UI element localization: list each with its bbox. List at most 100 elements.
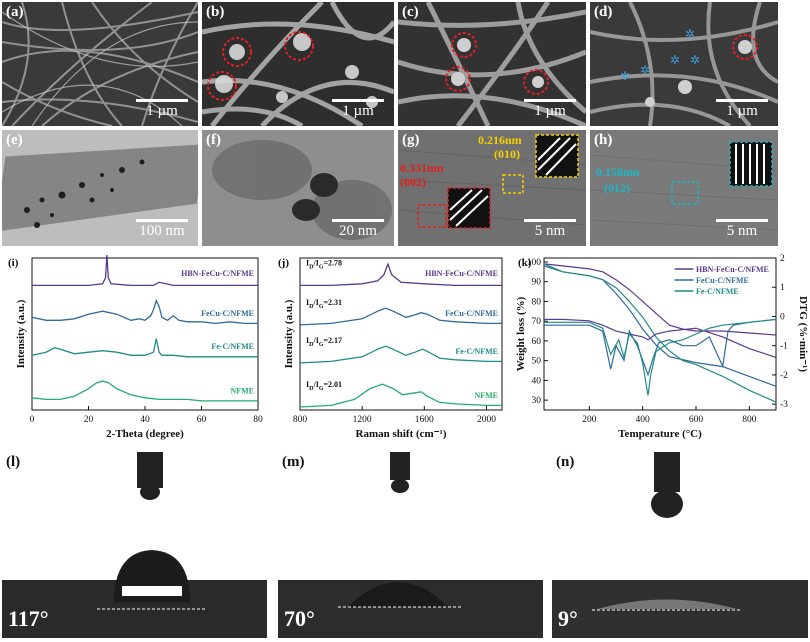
y2-tick-label: 0 (780, 312, 785, 322)
sem-image-a (2, 2, 198, 126)
lattice-annotation-1b: (002) (400, 175, 426, 189)
id-ig-ratio: ID/IG=2.01 (306, 380, 342, 392)
series-line (543, 263, 777, 403)
series-line (31, 338, 258, 358)
scale-bar: 20 nm (332, 219, 384, 240)
y-tick-label: 80 (532, 297, 542, 307)
tem-panel-f: (f) 20 nm (202, 130, 394, 246)
panel-label: (m) (282, 454, 305, 470)
series-label: HBN-FeCu-C/NFME (181, 269, 254, 278)
series-line (32, 254, 258, 287)
lattice-annotation-2a: 0.216nm (478, 133, 522, 147)
xrd-chart: (i) 0 20 40 60 80 HBN-FeCu-C/NFME FeCu-C/NFME Fe… (8, 254, 263, 440)
series-line (300, 262, 502, 287)
sem-image-c (398, 2, 586, 126)
y2-axis-title: DTG (%·min⁻¹) (797, 296, 808, 372)
id-ig-ratio: ID/IG=2.31 (306, 298, 342, 310)
plot-frame (543, 257, 777, 411)
x-axis-title: Raman shift (cm⁻¹) (356, 428, 447, 440)
contact-image-m (278, 452, 543, 638)
tem-panel-g: 0.331nm (002) 0.216nm (010) (g) 5 nm (398, 130, 586, 246)
sem-panel-d: ✲ ✲ ✲ ✲ ✲ (d) 1 µm (590, 2, 778, 126)
x-tick-label: 0 (30, 415, 35, 425)
sem-image-d: ✲ ✲ ✲ ✲ ✲ (590, 2, 778, 126)
x-axis-title: Temperature (°C) (618, 428, 702, 440)
y-tick-label: 30 (532, 396, 542, 406)
sem-panel-a: (a) 1 µm (2, 2, 198, 126)
series-label: FeCu-C/NFME (445, 309, 498, 318)
contact-angle-value: 9° (558, 606, 578, 631)
legend-label: HBN-FeCu-C/NFME (696, 265, 769, 274)
id-ig-ratio: ID/IG=2.78 (306, 259, 342, 271)
scale-bar: 100 nm (136, 219, 188, 240)
x-tick-label: 40 (140, 415, 150, 425)
contact-image-l (2, 452, 267, 638)
y-tick-label: 70 (532, 317, 542, 327)
scale-bar-text: 5 nm (534, 223, 566, 239)
series-label: Fe-C/NFME (455, 347, 498, 356)
svg-text:✲: ✲ (640, 63, 650, 77)
x-tick-label: 1200 (353, 415, 372, 425)
raman-chart: (j) 800 1200 1600 2000 HBN-FeCu-C/NFME FeCu-C/… (278, 257, 503, 440)
marker-stars: ✲ ✲ ✲ ✲ ✲ (620, 27, 700, 83)
scale-bar: 5 nm (524, 219, 576, 240)
series-label: Fe-C/NFME (211, 342, 254, 351)
scale-bar-text: 1 µm (146, 103, 178, 119)
y-tick-label: 60 (532, 337, 542, 347)
x-tick-label: 800 (293, 415, 308, 425)
series-line (299, 345, 502, 364)
x-tick-label: 1600 (415, 415, 434, 425)
series-label: HBN-FeCu-C/NFME (425, 269, 498, 278)
series-label: NFME (230, 386, 254, 395)
contact-angle-value: 70° (284, 606, 315, 631)
plot-frame (299, 257, 503, 411)
tga-chart: (k) 200 400 600 800 100 90 80 70 60 50 40 30 2 1 0 -1 -2 -… (515, 254, 808, 440)
series-label: NFME (474, 391, 498, 400)
tem-image-e (2, 130, 198, 246)
scale-bar-text: 1 µm (534, 103, 566, 119)
tem-panel-e: (e) 100 nm (2, 130, 198, 246)
panel-label: (f) (206, 132, 221, 148)
plot-frame (31, 257, 259, 411)
series-line (544, 318, 777, 396)
legend-label: FeCu-C/NFME (696, 276, 749, 285)
scale-bar-text: 1 µm (726, 103, 758, 119)
y-tick-label: 50 (532, 357, 542, 367)
scale-bar: 1 µm (136, 99, 188, 120)
svg-text:✲: ✲ (620, 69, 630, 83)
y2-tick-label: 2 (780, 254, 785, 264)
scale-bar: 1 µm (332, 99, 384, 120)
sem-panel-c: (c) 1 µm (398, 2, 586, 126)
panel-label: (d) (594, 4, 613, 20)
series-line (299, 307, 502, 326)
series-label: FeCu-C/NFME (201, 309, 254, 318)
x-tick-label: 2000 (477, 415, 496, 425)
x-tick-label: 200 (582, 415, 597, 425)
y-tick-label: 100 (527, 258, 542, 268)
series-line (543, 263, 777, 336)
scale-bar-text: 20 nm (339, 223, 377, 239)
series-line (31, 380, 258, 402)
scale-bar-text: 1 µm (342, 103, 374, 119)
scale-bar: 1 µm (524, 99, 576, 120)
x-axis-title: 2-Theta (degree) (106, 428, 184, 440)
contact-panel-l: (l) 117° (2, 452, 267, 638)
panel-label: (i) (8, 257, 19, 269)
y-axis-title: Intensity (a.u.) (283, 299, 295, 368)
tem-image-f (202, 130, 394, 246)
scale-bar-text: 5 nm (726, 223, 758, 239)
svg-text:✲: ✲ (690, 53, 700, 67)
x-tick-label: 20 (84, 415, 94, 425)
highlight-circles (207, 31, 314, 101)
contact-panel-m: (m) 70° (278, 452, 543, 638)
panel-label: (h) (594, 132, 613, 148)
lattice-annotation-b: (012) (604, 181, 630, 195)
panel-label: (a) (6, 4, 24, 20)
sem-panel-b: (b) 1 µm (202, 2, 394, 126)
id-ig-ratio: ID/IG=2.17 (306, 336, 342, 348)
x-tick-label: 600 (689, 415, 704, 425)
panel-label: (b) (206, 4, 225, 20)
lattice-annotation-a: 0.158nm (596, 165, 640, 179)
series-line (31, 298, 258, 325)
tem-image-g: 0.331nm (002) 0.216nm (010) (398, 130, 586, 246)
